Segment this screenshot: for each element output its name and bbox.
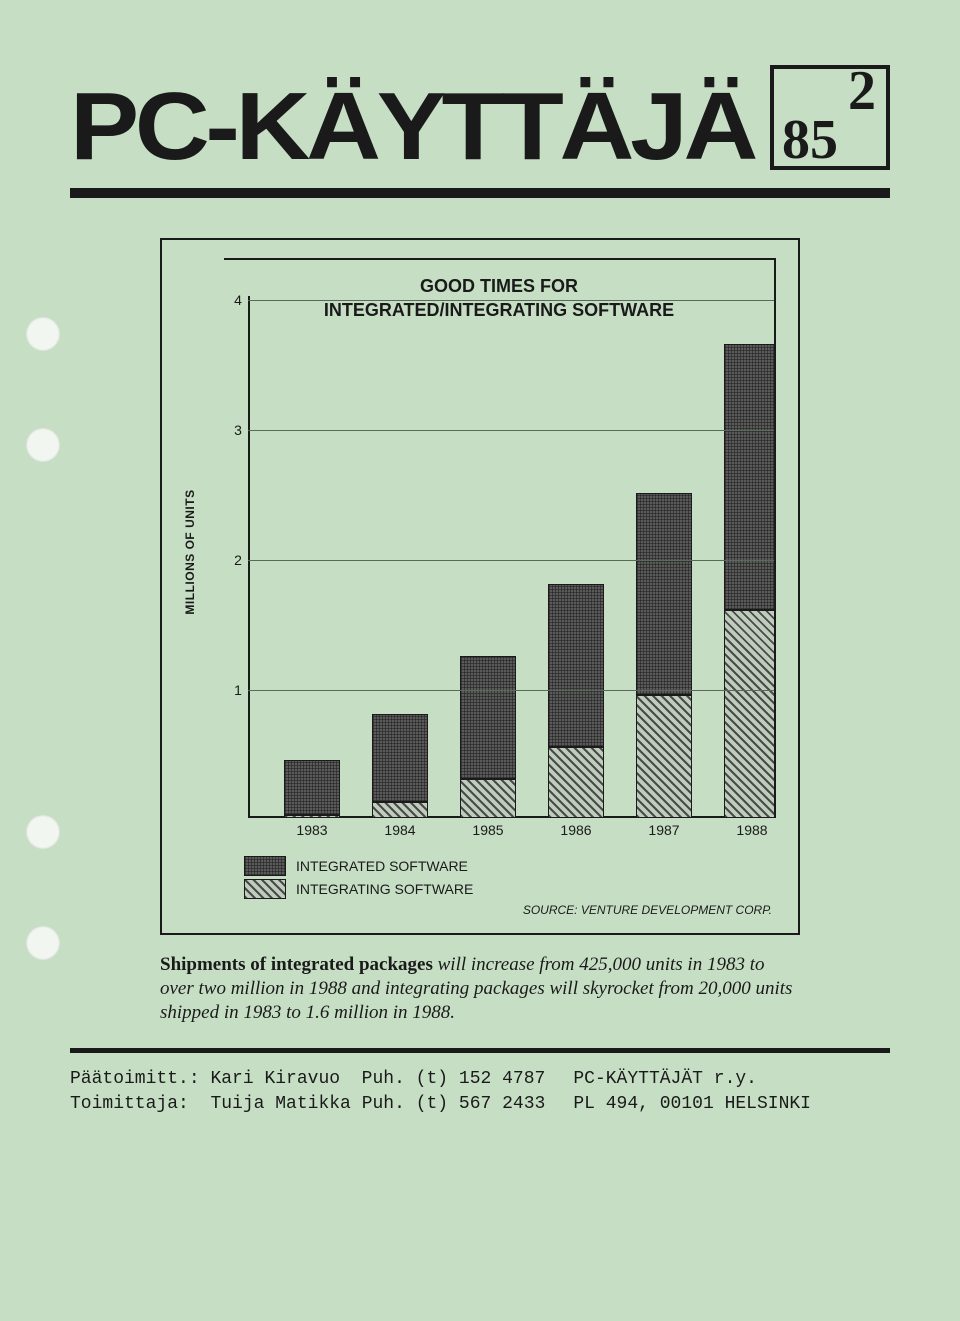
chart-y-tick: 3 — [230, 422, 246, 438]
bar-segment-integrated — [636, 493, 692, 695]
legend-label: INTEGRATED SOFTWARE — [296, 858, 468, 874]
chart-x-tick: 1986 — [536, 822, 616, 838]
bar-segment-integrating — [548, 747, 604, 819]
issue-box: 2 85 — [770, 65, 890, 170]
legend-swatch-integrating — [244, 879, 286, 899]
hole-punch — [26, 428, 60, 462]
chart-x-tick: 1984 — [360, 822, 440, 838]
chart-gridline — [248, 300, 774, 301]
chart-gridline — [248, 690, 774, 691]
chart-y-tick: 4 — [230, 292, 246, 308]
chart-plot-area: GOOD TIMES FOR INTEGRATED/INTEGRATING SO… — [224, 258, 776, 818]
hole-punch — [26, 317, 60, 351]
legend-item: INTEGRATED SOFTWARE — [244, 856, 776, 876]
chart-x-tick: 1988 — [712, 822, 792, 838]
bar-segment-integrated — [724, 344, 776, 611]
chart-y-tick: 1 — [230, 682, 246, 698]
footer-tel: 567 2433 — [459, 1094, 545, 1114]
footer-label: Toimittaja: — [70, 1094, 189, 1114]
chart-gridline — [248, 430, 774, 431]
masthead: PC-KÄYTTÄJÄ 2 85 — [70, 60, 890, 170]
footer-name: Kari Kiravuo — [210, 1069, 340, 1089]
bar-segment-integrated — [284, 760, 340, 816]
chart-x-tick: 1985 — [448, 822, 528, 838]
footer-name: Tuija Matikka — [210, 1094, 350, 1114]
chart-y-axis-label: MILLIONS OF UNITS — [183, 489, 197, 614]
legend-item: INTEGRATING SOFTWARE — [244, 879, 776, 899]
caption: Shipments of integrated packages will in… — [160, 953, 800, 1024]
chart-legend: INTEGRATED SOFTWARE INTEGRATING SOFTWARE — [244, 856, 776, 899]
chart-x-tick: 1987 — [624, 822, 704, 838]
bar-segment-integrating — [724, 610, 776, 818]
footer-tel-label: Puh. (t) — [362, 1069, 448, 1089]
footer-label: Päätoimitt.: — [70, 1069, 200, 1089]
footer-tel: 152 4787 — [459, 1069, 545, 1089]
bar-segment-integrating — [636, 695, 692, 819]
issue-number: 2 — [848, 63, 876, 119]
chart-x-tick: 1983 — [272, 822, 352, 838]
legend-swatch-integrated — [244, 856, 286, 876]
hole-punch — [26, 815, 60, 849]
chart-frame: MILLIONS OF UNITS GOOD TIMES FOR INTEGRA… — [160, 238, 800, 935]
divider — [70, 1048, 890, 1053]
chart-source: SOURCE: VENTURE DEVELOPMENT CORP. — [184, 903, 772, 917]
bar-segment-integrated — [372, 714, 428, 802]
bar-segment-integrated — [548, 584, 604, 747]
hole-punch — [26, 926, 60, 960]
legend-label: INTEGRATING SOFTWARE — [296, 881, 473, 897]
divider — [70, 188, 890, 198]
bar-segment-integrating — [372, 802, 428, 818]
footer: Päätoimitt.: Kari Kiravuo Puh. (t) 152 4… — [70, 1067, 890, 1116]
footer-address: PL 494, 00101 HELSINKI — [573, 1094, 811, 1114]
bar-segment-integrated — [460, 656, 516, 780]
footer-right: PC-KÄYTTÄJÄT r.y. PL 494, 00101 HELSINKI — [545, 1067, 890, 1116]
chart-gridline — [248, 560, 774, 561]
chart-y-tick: 2 — [230, 552, 246, 568]
caption-lead: Shipments of integrated packages — [160, 954, 433, 975]
footer-org: PC-KÄYTTÄJÄT r.y. — [573, 1069, 757, 1089]
bar-segment-integrating — [460, 779, 516, 818]
footer-left: Päätoimitt.: Kari Kiravuo Puh. (t) 152 4… — [70, 1067, 545, 1116]
issue-year: 85 — [782, 112, 838, 168]
footer-tel-label: Puh. (t) — [362, 1094, 448, 1114]
publication-title: PC-KÄYTTÄJÄ — [70, 84, 807, 170]
